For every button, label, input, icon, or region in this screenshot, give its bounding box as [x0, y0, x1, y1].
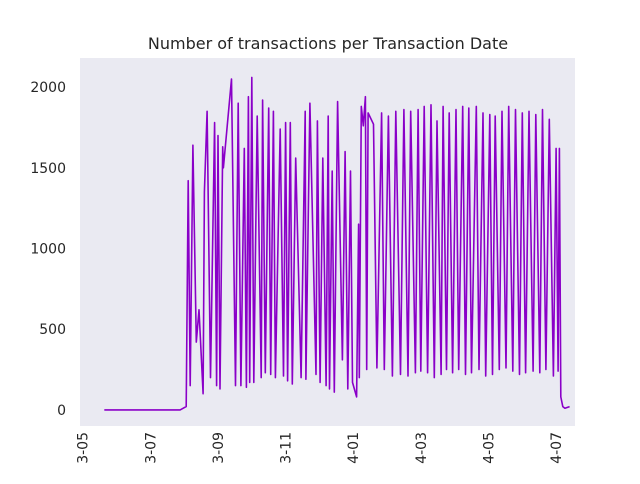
chart-title: Number of transactions per Transaction D… [148, 34, 508, 53]
series-group [104, 76, 570, 411]
y-axis: 0 500 1000 1500 2000 [30, 80, 66, 419]
x-tick-label: 3-09 [211, 432, 227, 464]
x-tick-label: 3-05 [76, 432, 92, 464]
x-tick-label: 4-01 [346, 432, 362, 464]
y-tick-label: 1500 [30, 161, 66, 177]
x-tick-label: 4-07 [549, 432, 565, 464]
y-tick-label: 0 [57, 403, 66, 419]
series-line [104, 76, 570, 411]
x-tick-label: 4-05 [481, 432, 497, 464]
y-tick-label: 500 [39, 322, 66, 338]
x-tick-label: 4-03 [414, 432, 430, 464]
x-axis: 3-05 3-07 3-09 3-11 4-01 4-03 4-05 4-07 [76, 432, 565, 464]
x-tick-label: 3-11 [279, 432, 295, 464]
y-tick-label: 1000 [30, 241, 66, 257]
x-tick-label: 3-07 [143, 432, 159, 464]
y-tick-label: 2000 [30, 80, 66, 96]
